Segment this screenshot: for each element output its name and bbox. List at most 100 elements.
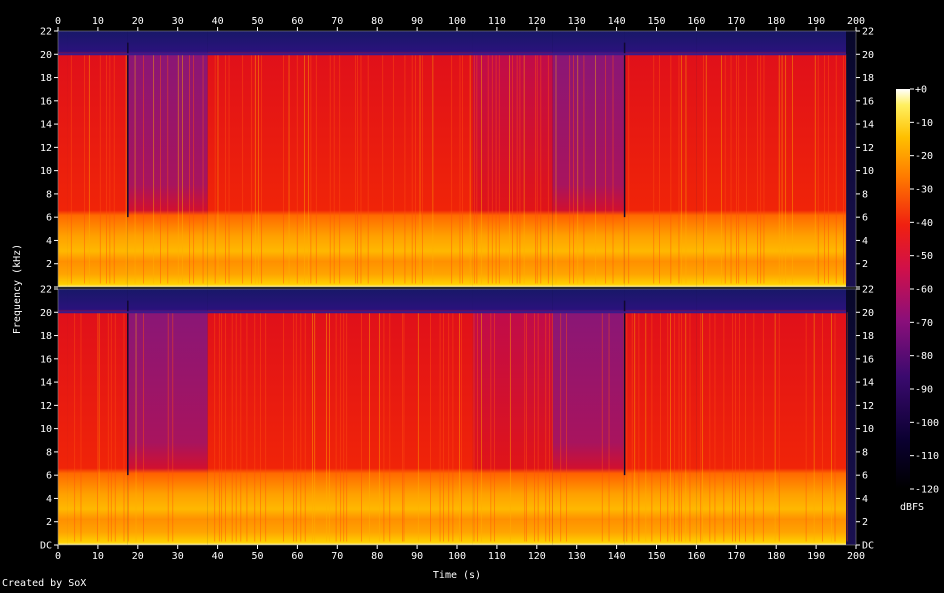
segment-5-band xyxy=(552,289,625,545)
y-tick-label-right: 2 xyxy=(862,259,868,270)
y-tick-label-left: 4 xyxy=(46,494,52,505)
y-tick-label-right: 6 xyxy=(862,471,868,482)
spectrogram-panels xyxy=(57,30,857,546)
y-tick-label-right: 4 xyxy=(862,494,868,505)
y-tick-label-left: 8 xyxy=(46,189,52,200)
y-tick-label-left: DC xyxy=(40,541,52,552)
y-tick-label-left: 22 xyxy=(40,27,52,38)
y-tick-label-right: 16 xyxy=(862,354,874,365)
y-tick-label-right: 10 xyxy=(862,424,874,435)
segment-1-band xyxy=(67,289,128,545)
x-tick-label-bottom: 150 xyxy=(647,551,665,562)
x-tick-label-top: 180 xyxy=(767,16,785,27)
x-tick-label-bottom: 40 xyxy=(212,551,224,562)
x-tick-label-top: 90 xyxy=(411,16,423,27)
x-tick-label-top: 160 xyxy=(687,16,705,27)
y-tick-label-left: 12 xyxy=(40,401,52,412)
x-tick-label-top: 30 xyxy=(172,16,184,27)
silence-tail xyxy=(846,289,856,545)
x-tick-label-top: 40 xyxy=(212,16,224,27)
y-tick-label-right: DC xyxy=(862,541,874,552)
segment-0-band xyxy=(58,289,68,545)
x-tick-label-bottom: 200 xyxy=(847,551,865,562)
x-tick-label-top: 190 xyxy=(807,16,825,27)
y-tick-label-left: 22 xyxy=(40,285,52,296)
x-axis-label: Time (s) xyxy=(433,570,481,581)
colorbar-tick-label: -50 xyxy=(915,251,933,262)
x-tick-label-bottom: 160 xyxy=(687,551,705,562)
x-tick-label-bottom: 110 xyxy=(488,551,506,562)
y-tick-label-left: 16 xyxy=(40,354,52,365)
x-tick-label-bottom: 170 xyxy=(727,551,745,562)
x-tick-label-bottom: 10 xyxy=(92,551,104,562)
x-tick-label-top: 50 xyxy=(251,16,263,27)
y-tick-label-left: 18 xyxy=(40,331,52,342)
y-tick-label-right: 6 xyxy=(862,213,868,224)
y-tick-label-left: 12 xyxy=(40,143,52,154)
colorbar-tick-label: -20 xyxy=(915,151,933,162)
y-tick-label-right: 20 xyxy=(862,50,874,61)
y-tick-label-right: 4 xyxy=(862,236,868,247)
colorbar-tick-label: -80 xyxy=(915,351,933,362)
x-tick-label-bottom: 130 xyxy=(568,551,586,562)
x-tick-label-top: 80 xyxy=(371,16,383,27)
x-tick-label-top: 0 xyxy=(55,16,61,27)
x-tick-label-top: 70 xyxy=(331,16,343,27)
colorbar-tick-label: +0 xyxy=(915,85,927,96)
y-tick-label-left: 14 xyxy=(40,120,52,131)
colorbar-tick-label: -110 xyxy=(915,451,939,462)
y-tick-label-left: 2 xyxy=(46,259,52,270)
x-tick-label-bottom: 140 xyxy=(608,551,626,562)
x-tick-label-top: 130 xyxy=(568,16,586,27)
segment-0-band xyxy=(58,31,68,287)
y-tick-label-right: 22 xyxy=(862,285,874,296)
y-tick-label-left: 6 xyxy=(46,471,52,482)
colorbar xyxy=(896,89,910,489)
channel-2-spectrogram xyxy=(57,288,857,546)
segment-4-band xyxy=(472,289,553,545)
y-axis-label: Frequency (kHz) xyxy=(12,244,23,334)
x-tick-label-top: 110 xyxy=(488,16,506,27)
x-tick-label-bottom: 20 xyxy=(132,551,144,562)
colorbar-label: dBFS xyxy=(900,502,924,513)
y-tick-label-left: 8 xyxy=(46,447,52,458)
x-tick-label-top: 150 xyxy=(647,16,665,27)
y-tick-label-right: 12 xyxy=(862,401,874,412)
x-tick-label-top: 170 xyxy=(727,16,745,27)
colorbar-tick-label: -60 xyxy=(915,285,933,296)
y-tick-label-right: 18 xyxy=(862,73,874,84)
y-tick-label-right: 14 xyxy=(862,378,874,389)
segment-5-band xyxy=(552,31,625,287)
y-tick-label-left: 4 xyxy=(46,236,52,247)
x-tick-label-bottom: 80 xyxy=(371,551,383,562)
x-tick-label-top: 60 xyxy=(291,16,303,27)
y-tick-label-right: 10 xyxy=(862,166,874,177)
x-tick-label-bottom: 100 xyxy=(448,551,466,562)
colorbar-tick-label: -10 xyxy=(915,118,933,129)
x-tick-label-bottom: 30 xyxy=(172,551,184,562)
x-tick-label-top: 10 xyxy=(92,16,104,27)
x-tick-label-bottom: 60 xyxy=(291,551,303,562)
colorbar-tick-label: -100 xyxy=(915,418,939,429)
y-tick-label-right: 2 xyxy=(862,517,868,528)
silence-tail xyxy=(846,31,856,287)
segment-6-band xyxy=(624,31,697,287)
y-tick-label-left: 6 xyxy=(46,213,52,224)
colorbar-tick-label: -70 xyxy=(915,318,933,329)
y-tick-label-right: 12 xyxy=(862,143,874,154)
y-tick-label-left: 20 xyxy=(40,308,52,319)
y-tick-label-right: 14 xyxy=(862,120,874,131)
colorbar-tick-label: -120 xyxy=(915,485,939,496)
x-tick-label-bottom: 0 xyxy=(55,551,61,562)
x-tick-label-top: 120 xyxy=(528,16,546,27)
x-tick-label-bottom: 120 xyxy=(528,551,546,562)
x-tick-label-bottom: 190 xyxy=(807,551,825,562)
y-tick-label-right: 16 xyxy=(862,96,874,107)
transient-streaks xyxy=(74,312,848,542)
x-tick-label-top: 200 xyxy=(847,16,865,27)
transient-streaks xyxy=(70,54,847,284)
y-tick-label-right: 8 xyxy=(862,189,868,200)
colorbar-tick-label: -90 xyxy=(915,385,933,396)
segment-2-band xyxy=(127,289,208,545)
